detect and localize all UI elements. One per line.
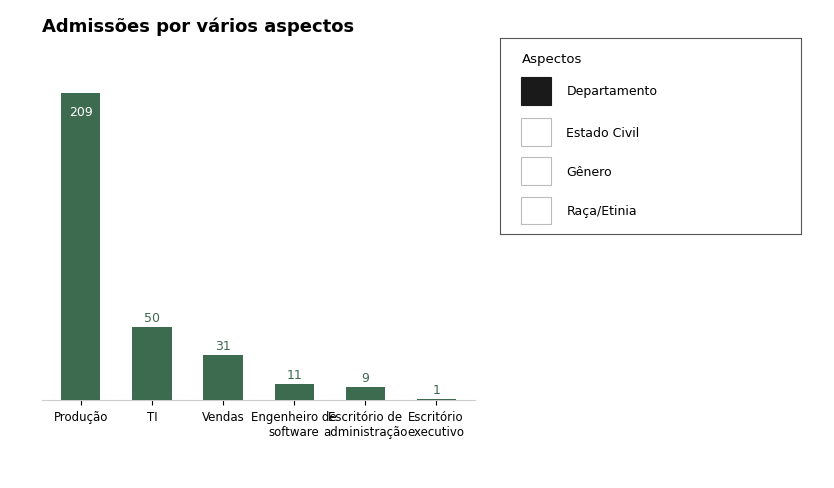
Text: 31: 31	[215, 339, 231, 352]
Text: Estado Civil: Estado Civil	[566, 126, 640, 139]
Text: Departamento: Departamento	[566, 85, 657, 98]
Text: Raça/Etinia: Raça/Etinia	[566, 204, 637, 217]
Text: 1: 1	[432, 383, 440, 396]
Bar	[203, 355, 243, 400]
Text: 11: 11	[286, 368, 302, 381]
Text: 50: 50	[144, 311, 160, 324]
FancyBboxPatch shape	[521, 197, 551, 224]
Text: 209: 209	[69, 106, 93, 119]
FancyBboxPatch shape	[521, 158, 551, 185]
Text: Admissões por vários aspectos: Admissões por vários aspectos	[42, 18, 354, 36]
Text: 9: 9	[361, 371, 369, 384]
Bar	[345, 387, 384, 400]
Bar	[274, 384, 314, 400]
Text: Gênero: Gênero	[566, 165, 612, 178]
Bar	[417, 399, 455, 400]
FancyBboxPatch shape	[521, 78, 551, 105]
Bar	[133, 327, 172, 400]
Bar	[62, 94, 100, 400]
FancyBboxPatch shape	[521, 119, 551, 146]
Text: Aspectos: Aspectos	[521, 53, 582, 66]
